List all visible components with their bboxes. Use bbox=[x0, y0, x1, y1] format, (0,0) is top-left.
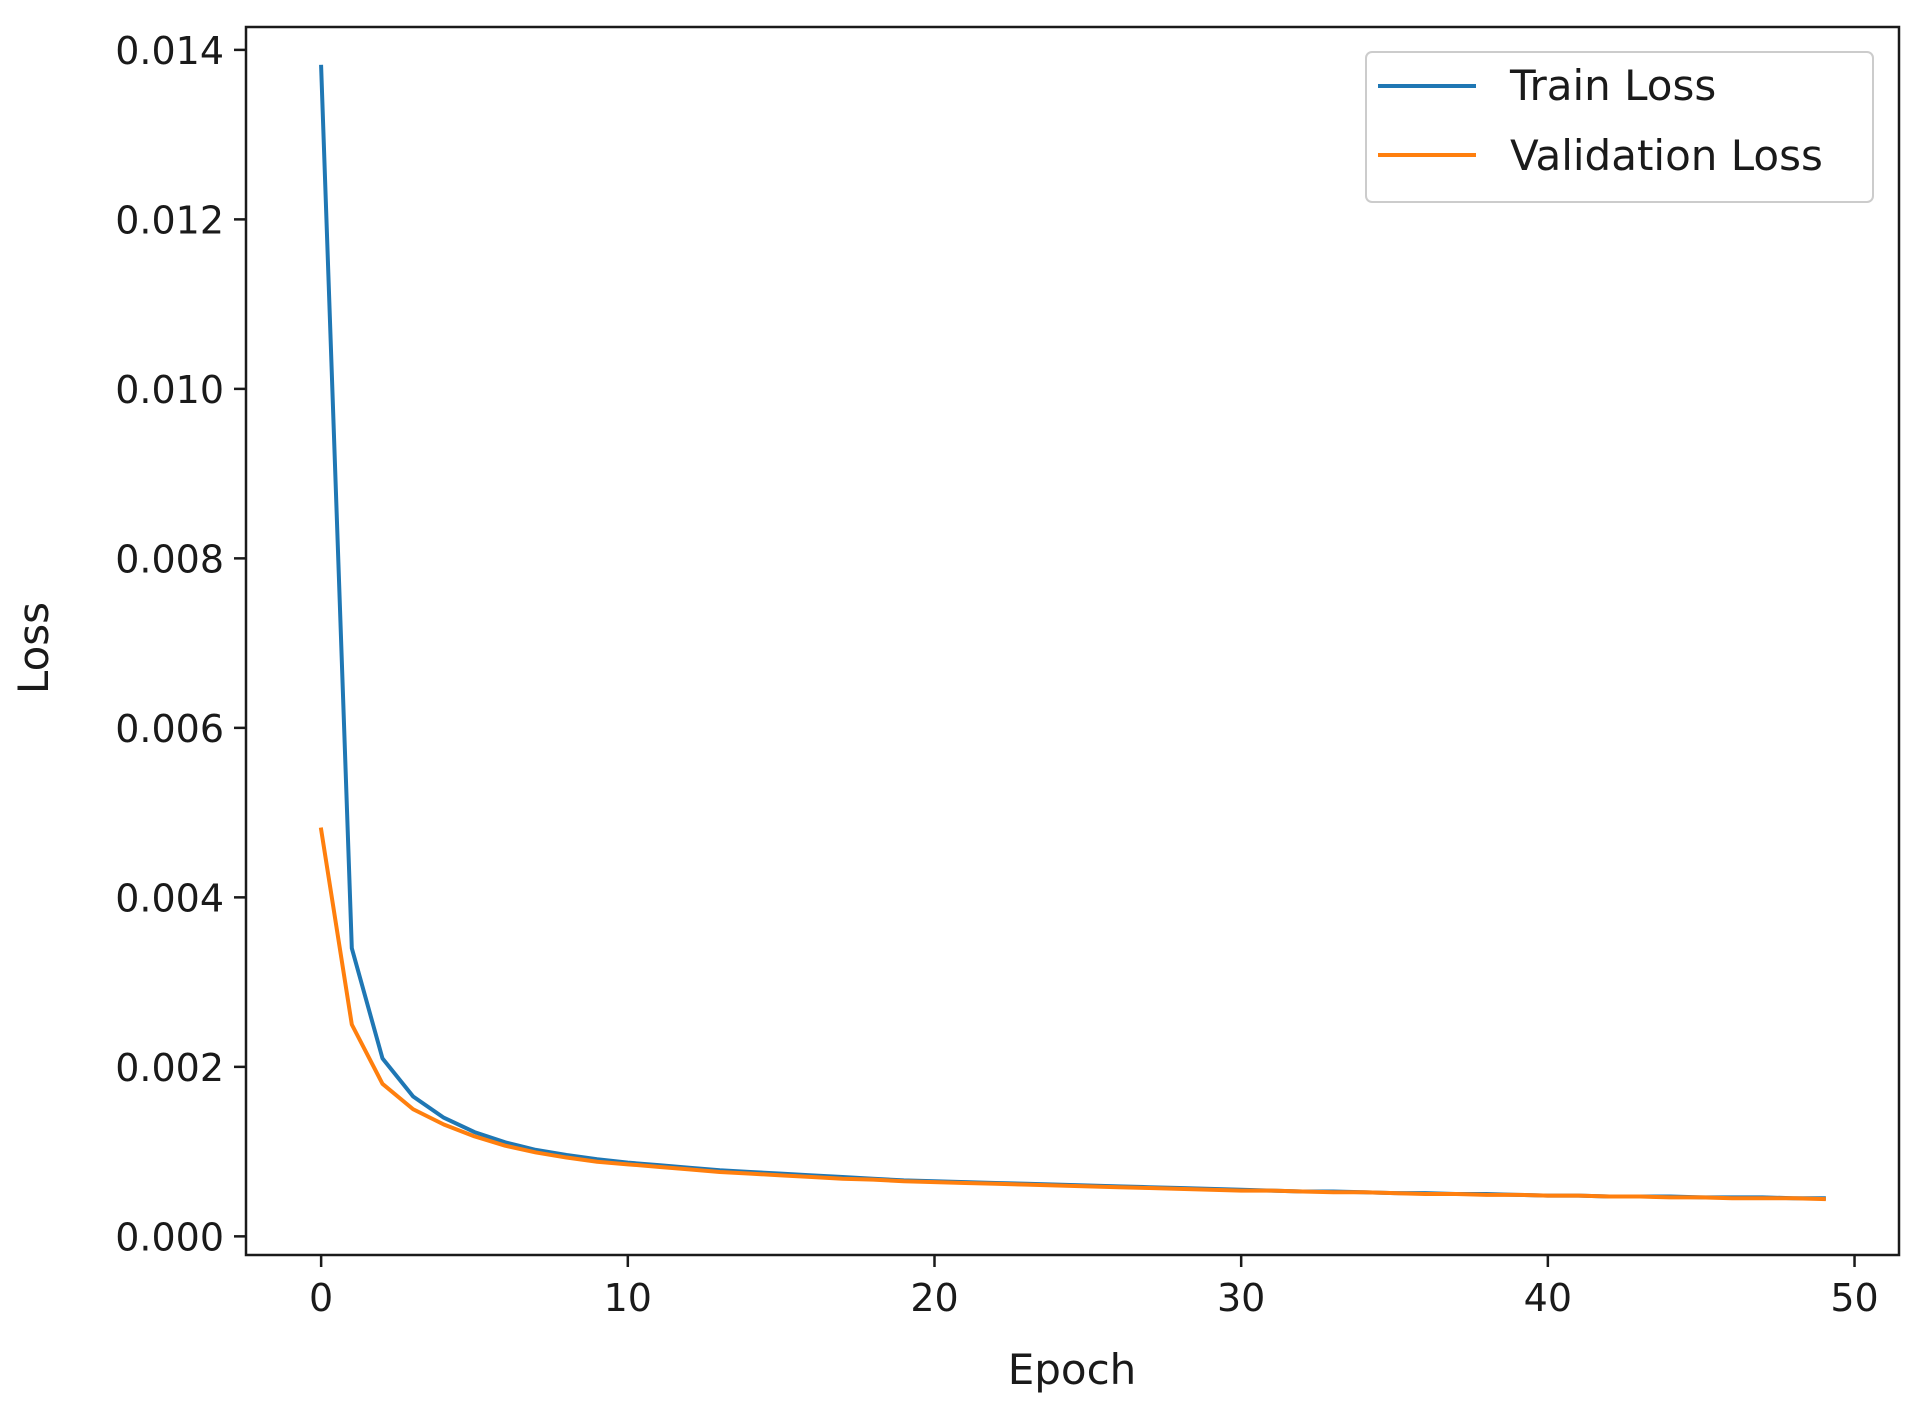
y-tick-label: 0.000 bbox=[115, 1215, 224, 1259]
x-axis-label: Epoch bbox=[1008, 1345, 1137, 1394]
legend-box bbox=[1365, 51, 1874, 203]
plot-area-frame bbox=[244, 25, 1901, 1257]
legend-label-validation-loss: Validation Loss bbox=[1510, 131, 1823, 180]
y-tick-label: 0.008 bbox=[115, 537, 224, 581]
legend: Train Loss Validation Loss bbox=[1365, 51, 1874, 203]
y-axis-label: Loss bbox=[9, 602, 58, 694]
x-tick-label: 10 bbox=[604, 1276, 652, 1320]
legend-label-train-loss: Train Loss bbox=[1509, 61, 1716, 110]
y-tick-label: 0.010 bbox=[115, 368, 224, 412]
x-tick-label: 30 bbox=[1217, 1276, 1265, 1320]
x-tick-label: 0 bbox=[309, 1276, 333, 1320]
y-tick-label: 0.014 bbox=[115, 29, 224, 73]
y-tick-label: 0.012 bbox=[115, 198, 224, 242]
y-axis-ticks: 0.000 0.002 0.004 0.006 0.008 0.010 0.012 0.014 bbox=[115, 29, 246, 1259]
x-axis-ticks: 0 10 20 30 40 50 bbox=[309, 1255, 1879, 1320]
series-lines bbox=[318, 64, 1826, 1202]
y-tick-label: 0.002 bbox=[115, 1046, 224, 1090]
x-tick-label: 20 bbox=[910, 1276, 958, 1320]
series-line-validation-loss bbox=[318, 827, 1826, 1202]
x-tick-label: 50 bbox=[1830, 1276, 1878, 1320]
x-tick-label: 40 bbox=[1524, 1276, 1572, 1320]
y-tick-label: 0.006 bbox=[115, 707, 224, 751]
y-tick-label: 0.004 bbox=[115, 876, 224, 920]
